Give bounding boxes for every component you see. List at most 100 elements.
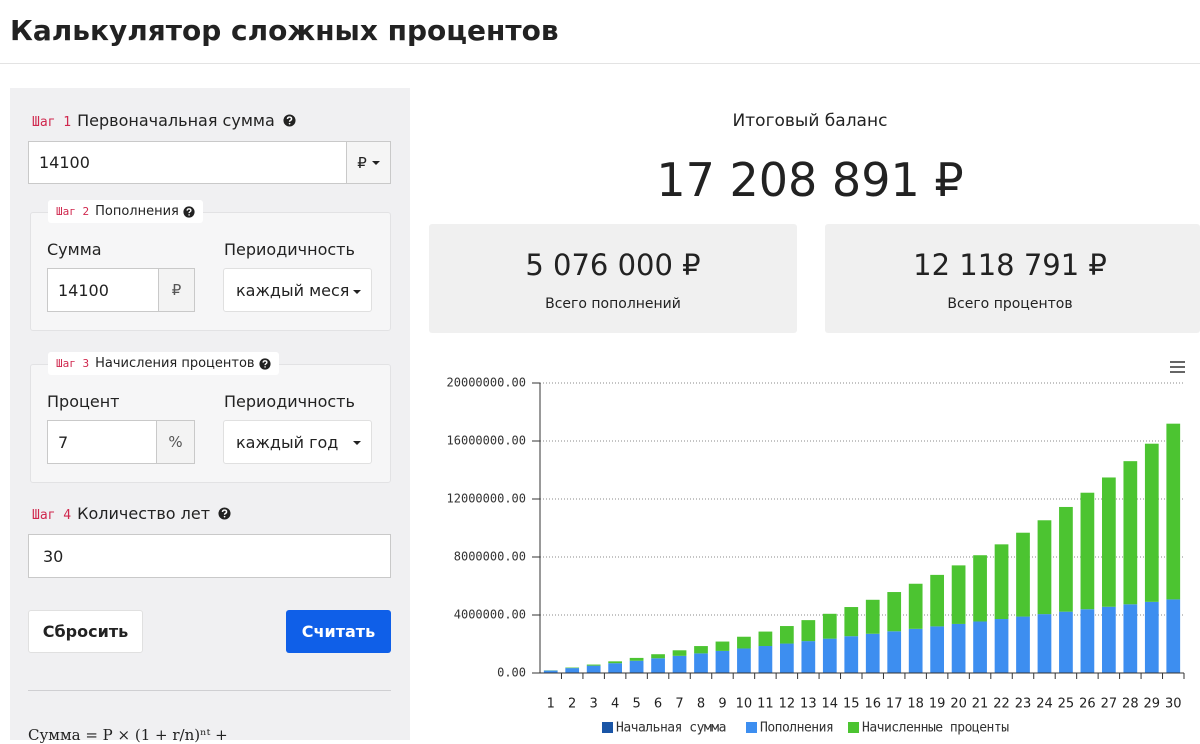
- legend-label: Начальная сумма: [616, 721, 726, 736]
- bar: [1166, 599, 1180, 672]
- reset-button[interactable]: Сбросить: [28, 610, 143, 653]
- x-tick-label: 23: [1015, 697, 1032, 712]
- currency-select[interactable]: ₽: [346, 141, 391, 184]
- x-tick-label: 3: [590, 697, 598, 712]
- bar: [887, 592, 901, 631]
- legend-label: Начисленные проценты: [862, 721, 1009, 736]
- y-tick-label: 12000000.00: [447, 492, 526, 506]
- bar: [759, 646, 773, 673]
- bar: [1081, 493, 1095, 609]
- caret: [353, 290, 361, 294]
- bar: [673, 650, 687, 656]
- step-tag: Шаг 1: [32, 115, 71, 130]
- y-tick-label: 20000000.00: [447, 376, 526, 390]
- label: Первоначальная сумма: [77, 111, 275, 130]
- period: каждый месяц: [236, 281, 349, 300]
- deposits-label: Всего пополнений: [429, 296, 797, 312]
- x-tick-label: 5: [632, 697, 640, 712]
- interest-total: 12 118 791 ₽: [825, 248, 1195, 282]
- bar: [587, 666, 601, 673]
- bar: [909, 629, 923, 673]
- help-icon[interactable]: [283, 114, 296, 127]
- bar: [630, 658, 644, 661]
- bar: [1038, 614, 1052, 673]
- x-tick-label: 12: [779, 697, 796, 712]
- bar: [716, 651, 730, 673]
- bar: [952, 624, 966, 673]
- period-select[interactable]: каждый месяц: [223, 268, 372, 312]
- bar: [1166, 424, 1180, 600]
- submit-button[interactable]: Считать: [286, 610, 391, 653]
- bar: [1081, 609, 1095, 673]
- bar: [823, 614, 837, 639]
- label: Пополнения: [95, 204, 179, 219]
- help-icon[interactable]: [218, 507, 231, 520]
- bar: [716, 642, 730, 651]
- x-tick-label: 22: [993, 697, 1010, 712]
- period-label: Периодичность: [224, 392, 355, 411]
- bar: [1145, 444, 1159, 602]
- bar: [1123, 604, 1137, 672]
- bar: [544, 671, 558, 673]
- x-tick-label: 30: [1165, 697, 1182, 712]
- x-tick-label: 20: [950, 697, 967, 712]
- legend-label: Пополнения: [760, 721, 833, 736]
- bar: [587, 665, 601, 666]
- bar: [608, 663, 622, 673]
- bar: [651, 654, 665, 658]
- divider: [28, 690, 391, 691]
- bar: [630, 661, 644, 673]
- bar: [759, 632, 773, 646]
- x-tick-label: 13: [800, 697, 817, 712]
- step-tag: Шаг 3: [56, 357, 89, 370]
- period-select[interactable]: каждый год: [223, 420, 372, 464]
- bar: [565, 668, 579, 673]
- balance-title: Итоговый баланс: [420, 111, 1200, 131]
- x-tick-label: 25: [1058, 697, 1075, 712]
- bar: [1016, 617, 1030, 673]
- bar: [844, 607, 858, 636]
- bar: [651, 658, 665, 673]
- x-tick-label: 15: [843, 697, 860, 712]
- help-icon[interactable]: [183, 206, 195, 218]
- legend-swatch: [746, 722, 757, 733]
- x-tick-label: 27: [1101, 697, 1118, 712]
- bar: [952, 565, 966, 624]
- x-tick-label: 16: [864, 697, 881, 712]
- menu-icon[interactable]: [1170, 362, 1185, 372]
- legend-swatch: [848, 722, 859, 733]
- step2-legend: Шаг 2 Пополнения: [48, 200, 203, 223]
- x-tick-label: 21: [972, 697, 989, 712]
- help-icon[interactable]: [259, 358, 271, 370]
- rate-unit: %: [156, 420, 195, 464]
- bar: [995, 619, 1009, 673]
- initial-input[interactable]: 14100: [28, 141, 347, 184]
- x-tick-label: 6: [654, 697, 662, 712]
- bar: [930, 626, 944, 672]
- bar: [1102, 607, 1116, 673]
- bar: [1145, 602, 1159, 673]
- amount-label: Сумма: [47, 240, 102, 259]
- bar: [1123, 461, 1137, 604]
- bar: [823, 639, 837, 673]
- bar: [973, 621, 987, 672]
- years-input[interactable]: 30: [28, 534, 391, 578]
- x-tick-label: 28: [1122, 697, 1139, 712]
- rate-input[interactable]: 7: [47, 420, 157, 464]
- x-tick-label: 8: [697, 697, 705, 712]
- caret: [353, 441, 361, 445]
- page-title: Калькулятор сложных процентов: [10, 14, 559, 47]
- bar: [1102, 477, 1116, 606]
- label: Количество лет: [77, 504, 210, 523]
- amount-input[interactable]: 14100: [47, 268, 159, 312]
- x-tick-label: 4: [611, 697, 619, 712]
- step-tag: Шаг 2: [56, 205, 89, 218]
- x-tick-label: 19: [929, 697, 946, 712]
- bar: [887, 631, 901, 673]
- bar: [694, 653, 708, 672]
- bar: [565, 668, 579, 669]
- y-tick-label: 4000000.00: [454, 608, 526, 622]
- currency: ₽: [357, 154, 367, 172]
